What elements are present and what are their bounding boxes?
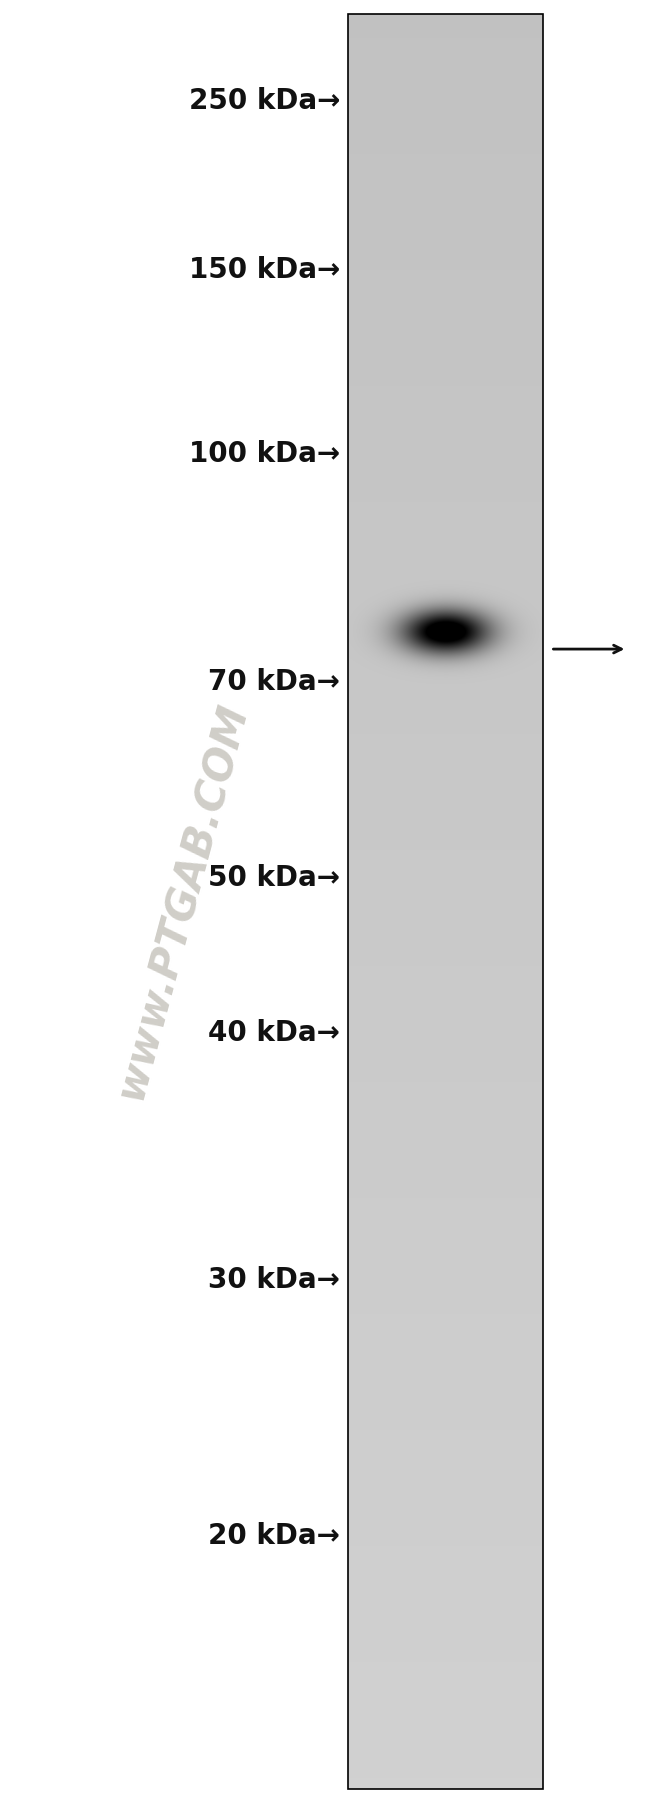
Text: 250 kDa→: 250 kDa→	[188, 87, 340, 115]
Bar	[348, 14, 543, 1789]
Text: www.PTGAB.COM: www.PTGAB.COM	[109, 698, 255, 1105]
Text: 100 kDa→: 100 kDa→	[188, 440, 340, 469]
Text: 70 kDa→: 70 kDa→	[208, 667, 340, 696]
Text: 150 kDa→: 150 kDa→	[188, 256, 340, 285]
Text: 30 kDa→: 30 kDa→	[208, 1266, 340, 1295]
Text: 50 kDa→: 50 kDa→	[208, 864, 340, 892]
Text: 40 kDa→: 40 kDa→	[208, 1019, 340, 1048]
Text: 20 kDa→: 20 kDa→	[208, 1522, 340, 1551]
